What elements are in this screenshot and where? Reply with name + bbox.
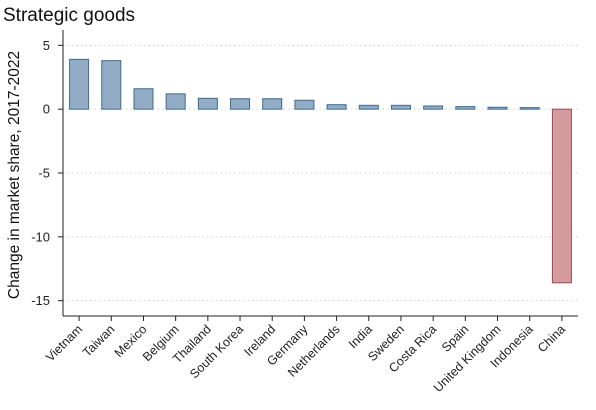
bar-costa-rica: [423, 105, 444, 110]
bar-belgium: [165, 93, 186, 110]
bar-spain: [455, 106, 476, 110]
bar-south-korea: [230, 98, 251, 110]
bar-thailand: [197, 97, 218, 110]
gridlines: [63, 44, 578, 302]
bar-netherlands: [326, 104, 347, 110]
x-tick-label: India: [346, 322, 375, 351]
y-tick-label: 5: [43, 38, 50, 53]
x-tick-label: Vietnam: [43, 322, 85, 364]
chart-title: Strategic goods: [3, 5, 135, 26]
bar-indonesia: [519, 107, 540, 110]
x-tick-labels: VietnamTaiwanMexicoBelgiumThailandSouth …: [43, 322, 568, 395]
bar-taiwan: [101, 60, 122, 110]
axes: [58, 30, 578, 321]
y-tick-label: -5: [38, 166, 50, 181]
y-tick-labels: 5 0 -5 -10 -15: [31, 38, 50, 308]
bar-vietnam: [69, 58, 90, 110]
y-tick-label: -10: [31, 229, 50, 244]
x-tick-label: China: [535, 322, 568, 355]
x-tick-label: Taiwan: [80, 322, 117, 359]
bar-united-kingdom: [487, 106, 508, 110]
y-axis-label-group: Change in market share, 2017-2022: [6, 51, 23, 299]
bar-mexico: [133, 88, 154, 110]
y-axis-label: Change in market share, 2017-2022: [6, 51, 23, 299]
bar-india: [358, 104, 379, 110]
y-tick-label: 0: [43, 102, 50, 117]
bar-sweden: [390, 104, 411, 110]
bar-ireland: [262, 98, 283, 110]
bar-china: [551, 108, 572, 284]
y-tick-label: -15: [31, 293, 50, 308]
bar-germany: [294, 99, 315, 110]
bars: [69, 58, 572, 284]
